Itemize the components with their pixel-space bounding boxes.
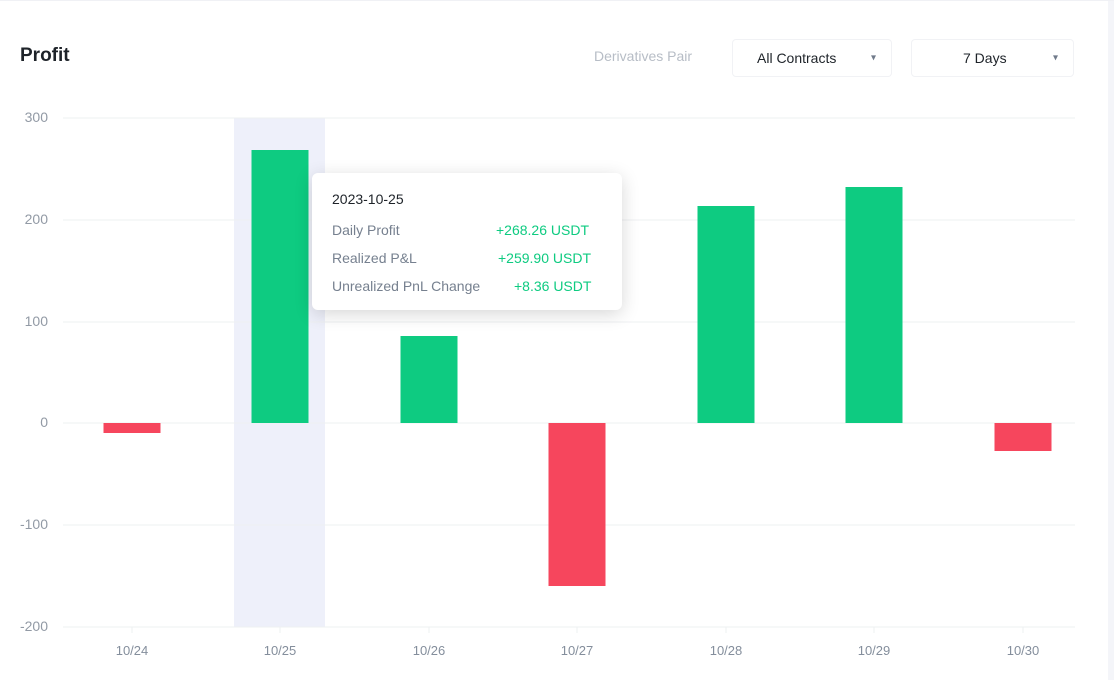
svg-text:10/26: 10/26: [413, 643, 446, 658]
svg-text:300: 300: [25, 109, 49, 125]
svg-text:0: 0: [40, 414, 48, 430]
svg-text:10/28: 10/28: [710, 643, 743, 658]
svg-text:10/25: 10/25: [264, 643, 297, 658]
svg-text:-100: -100: [20, 516, 48, 532]
svg-text:10/29: 10/29: [858, 643, 891, 658]
svg-text:200: 200: [25, 211, 49, 227]
svg-text:100: 100: [25, 313, 49, 329]
svg-text:-200: -200: [20, 618, 48, 634]
svg-text:10/30: 10/30: [1007, 643, 1040, 658]
svg-text:10/24: 10/24: [116, 643, 149, 658]
svg-text:10/27: 10/27: [561, 643, 594, 658]
